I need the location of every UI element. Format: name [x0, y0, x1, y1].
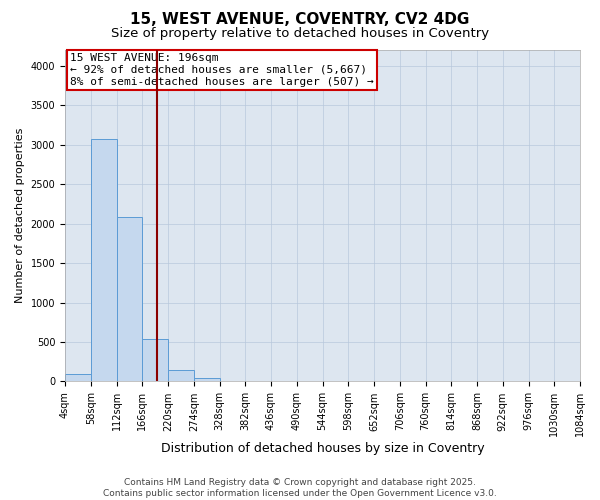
Text: 15, WEST AVENUE, COVENTRY, CV2 4DG: 15, WEST AVENUE, COVENTRY, CV2 4DG: [130, 12, 470, 28]
Bar: [220, 380, 245, 382]
Text: Contains HM Land Registry data © Crown copyright and database right 2025.
Contai: Contains HM Land Registry data © Crown c…: [103, 478, 497, 498]
Y-axis label: Number of detached properties: Number of detached properties: [15, 128, 25, 304]
X-axis label: Distribution of detached houses by size in Coventry: Distribution of detached houses by size …: [161, 442, 484, 455]
Text: 15 WEST AVENUE: 196sqm
← 92% of detached houses are smaller (5,667)
8% of semi-d: 15 WEST AVENUE: 196sqm ← 92% of detached…: [70, 54, 374, 86]
Bar: [168, 370, 194, 382]
Bar: [142, 339, 168, 382]
Bar: [116, 218, 142, 382]
Bar: [65, 374, 91, 382]
Bar: [194, 378, 220, 382]
Bar: [91, 139, 116, 382]
Text: Size of property relative to detached houses in Coventry: Size of property relative to detached ho…: [111, 28, 489, 40]
